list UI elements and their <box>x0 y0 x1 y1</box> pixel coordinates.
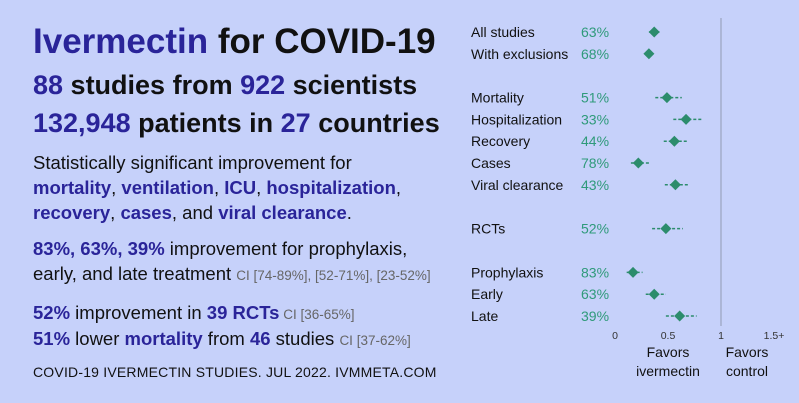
separator: , <box>256 177 267 198</box>
treatment-text-2: early, and late treatment <box>33 263 237 284</box>
scientists-count: 922 <box>240 70 286 100</box>
estimate-marker-viral-clearance <box>669 179 681 191</box>
countries-count: 27 <box>280 108 311 138</box>
row-pct-with-exclusions: 68% <box>581 46 609 62</box>
separator: , <box>395 177 402 198</box>
treatment-values: 83%, 63%, 39% <box>33 238 165 259</box>
separator: , <box>110 202 121 223</box>
tick-label-2: 1 <box>718 330 724 342</box>
patients-line: 132,948 patients in 27 countries <box>33 108 440 139</box>
rct-text: improvement in <box>70 302 207 323</box>
outcome-recovery: recovery <box>33 202 111 223</box>
studies-count: 88 <box>33 70 64 100</box>
mortality-text-3: studies <box>270 328 340 349</box>
tick-label-1: 0.5 <box>661 330 676 342</box>
row-pct-late: 39% <box>581 308 609 324</box>
studies-line: 88 studies from 922 scientists <box>33 70 417 101</box>
countries-text: countries <box>310 108 440 138</box>
treatment-line-2: early, and late treatment CI [74-89%], [… <box>33 261 431 288</box>
outcomes-line-2: recovery, cases, and viral clearance. <box>33 200 401 225</box>
treatment-paragraph: 83%, 63%, 39% improvement for prophylaxi… <box>33 236 431 288</box>
mortality-text-2: from <box>202 328 250 349</box>
period: . <box>346 202 352 223</box>
row-label-recovery: Recovery <box>471 133 530 149</box>
footer-source: COVID-19 IVERMECTIN STUDIES. JUL 2022. I… <box>33 364 437 380</box>
outcome-ventilation: ventilation <box>121 177 214 198</box>
outcome-hospitalization: hospitalization <box>266 177 396 198</box>
row-pct-mortality: 51% <box>581 90 609 106</box>
estimate-marker-recovery <box>668 135 680 147</box>
estimate-marker-late <box>674 310 686 322</box>
mortality-count: 46 <box>249 328 271 349</box>
favors-control-label-2: control <box>726 363 768 379</box>
outcome-cases: cases <box>120 202 172 223</box>
estimate-marker-hospitalization <box>680 113 692 125</box>
and-text: , and <box>171 202 219 223</box>
estimate-marker-prophylaxis <box>627 266 639 278</box>
estimate-marker-all-studies <box>648 26 660 38</box>
row-label-mortality: Mortality <box>471 90 524 106</box>
patients-text: patients in <box>130 108 281 138</box>
row-pct-early: 63% <box>581 286 609 302</box>
row-label-prophylaxis: Prophylaxis <box>471 264 543 280</box>
favors-ivermectin-label-2: ivermectin <box>636 363 700 379</box>
row-label-with-exclusions: With exclusions <box>471 46 568 62</box>
treatment-text-1: improvement for prophylaxis, <box>164 238 408 259</box>
estimate-marker-rcts <box>660 223 672 235</box>
mortality-word: mortality <box>124 328 203 349</box>
separator: , <box>213 177 225 198</box>
treatment-ci: CI [74-89%], [52-71%], [23-52%] <box>236 268 431 283</box>
rct-value: 52% <box>33 302 71 323</box>
mortality-text-1: lower <box>70 328 125 349</box>
favors-ivermectin-label-1: Favors <box>647 344 690 360</box>
separator: , <box>111 177 122 198</box>
rct-ci: CI [36-65%] <box>279 307 355 322</box>
title-drug: Ivermectin <box>33 22 209 61</box>
row-pct-viral-clearance: 43% <box>581 177 609 193</box>
estimate-marker-mortality <box>661 92 673 104</box>
row-pct-hospitalization: 33% <box>581 111 609 127</box>
row-label-early: Early <box>471 286 503 302</box>
mortality-value: 51% <box>33 328 71 349</box>
row-pct-recovery: 44% <box>581 133 609 149</box>
favors-control-label-1: Favors <box>726 344 769 360</box>
row-pct-prophylaxis: 83% <box>581 264 609 280</box>
outcome-viral-clearance: viral clearance <box>218 202 347 223</box>
patients-count: 132,948 <box>33 108 131 138</box>
tick-label-3: 1.5+ <box>764 330 785 342</box>
mortality-line: 51% lower mortality from 46 studies CI [… <box>33 326 411 353</box>
row-label-rcts: RCTs <box>471 221 505 237</box>
row-label-viral-clearance: Viral clearance <box>471 177 564 193</box>
page-title: Ivermectin for COVID-19 <box>33 22 436 62</box>
row-label-cases: Cases <box>471 155 511 171</box>
mortality-ci: CI [37-62%] <box>339 333 411 348</box>
row-label-hospitalization: Hospitalization <box>471 111 562 127</box>
estimate-marker-with-exclusions <box>643 48 655 60</box>
scientists-text: scientists <box>285 70 418 100</box>
row-pct-all-studies: 63% <box>581 24 609 40</box>
estimate-marker-cases <box>632 157 644 169</box>
outcome-icu: ICU <box>224 177 257 198</box>
significance-intro: Statistically significant improvement fo… <box>33 152 352 173</box>
rct-line: 52% improvement in 39 RCTs CI [36-65%] <box>33 300 354 327</box>
treatment-line-1: 83%, 63%, 39% improvement for prophylaxi… <box>33 236 431 261</box>
outcomes-line-1: mortality, ventilation, ICU, hospitaliza… <box>33 175 401 200</box>
outcome-mortality: mortality <box>33 177 112 198</box>
row-pct-rcts: 52% <box>581 221 609 237</box>
significance-paragraph: Statistically significant improvement fo… <box>33 150 401 225</box>
tick-label-0: 0 <box>612 330 618 342</box>
title-rest: for COVID-19 <box>208 22 436 61</box>
studies-text: studies from <box>63 70 241 100</box>
rct-count: 39 RCTs <box>206 302 280 323</box>
row-label-all-studies: All studies <box>471 24 535 40</box>
row-pct-cases: 78% <box>581 155 609 171</box>
row-label-late: Late <box>471 308 498 324</box>
estimate-marker-early <box>648 288 660 300</box>
